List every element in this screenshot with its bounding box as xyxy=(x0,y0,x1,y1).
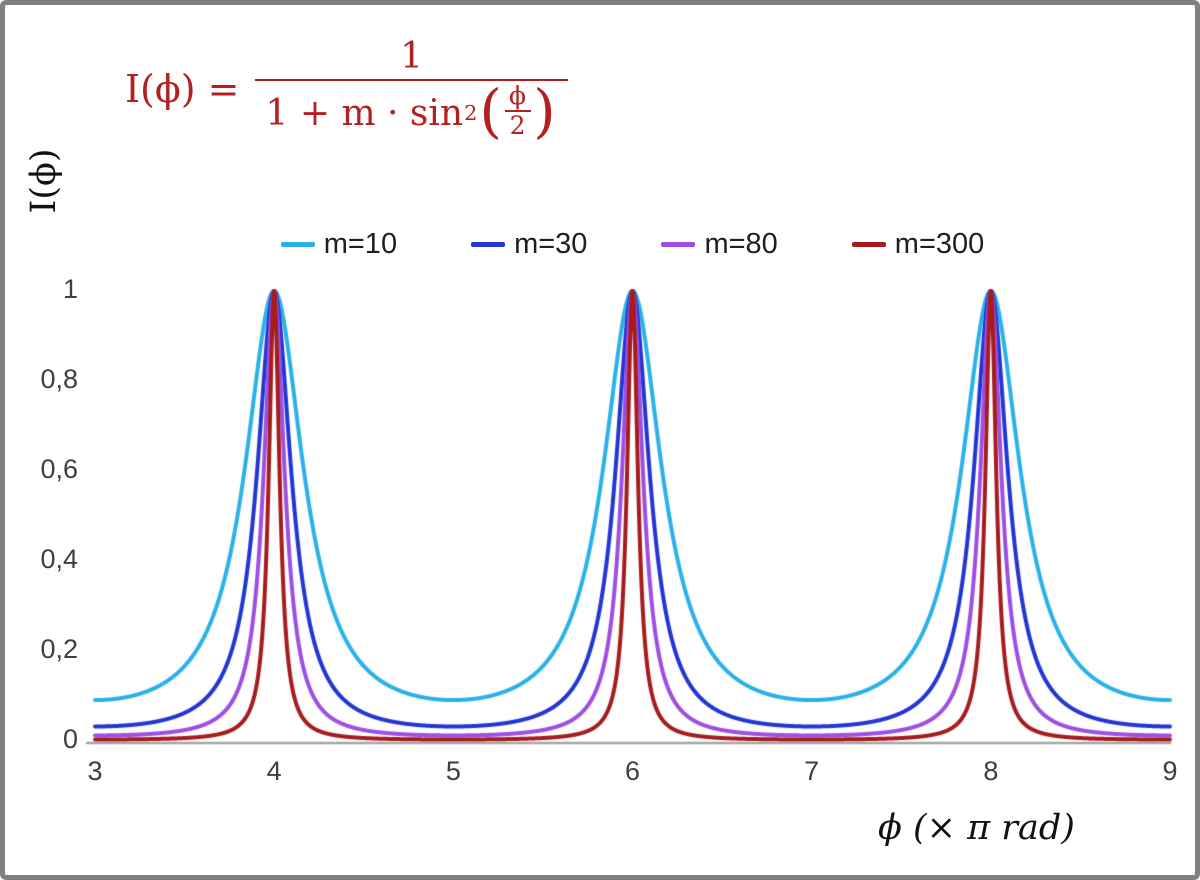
x-tick-label: 6 xyxy=(624,756,641,786)
formula-lhs: I(ϕ) = xyxy=(125,66,240,111)
formula-inner-numerator: ϕ xyxy=(509,81,527,110)
formula-close-paren: ) xyxy=(533,77,556,146)
formula-inner-denominator: 2 xyxy=(504,110,531,139)
legend-item: m=300 xyxy=(851,227,985,261)
x-tick-label: 4 xyxy=(266,756,282,786)
legend-label: m=30 xyxy=(514,227,588,260)
x-tick-label: 8 xyxy=(983,756,999,786)
formula-open-paren: ( xyxy=(479,77,503,146)
legend-label: m=10 xyxy=(323,227,398,260)
legend-item: m=30 xyxy=(471,228,587,261)
legend-swatch xyxy=(280,241,315,247)
formula-numerator: 1 xyxy=(400,36,424,77)
legend-label: m=80 xyxy=(704,227,778,260)
legend: m=10 m=30 m=80 m=300 xyxy=(95,226,1170,262)
x-tick-label: 3 xyxy=(87,756,103,786)
formula-exponent: 2 xyxy=(464,101,478,126)
legend-swatch xyxy=(471,241,506,247)
x-tick-label: 5 xyxy=(445,756,461,786)
x-tick-label: 9 xyxy=(1162,756,1178,786)
y-axis-label: I(ϕ) xyxy=(24,148,64,214)
y-tick-label: 0 xyxy=(62,724,78,754)
y-tick-label: 0,8 xyxy=(40,364,78,394)
x-tick-label: 7 xyxy=(804,756,820,786)
y-tick-label: 0,2 xyxy=(40,634,78,664)
legend-label: m=300 xyxy=(894,227,985,260)
formula-denominator: 1 + m · sin 2 ( ϕ 2 ) xyxy=(255,77,568,146)
formula-inner-fraction: ϕ 2 xyxy=(504,81,531,140)
y-tick-label: 1 xyxy=(62,274,78,304)
legend-swatch xyxy=(851,241,886,247)
formula: I(ϕ) = 1 1 + m · sin 2 ( ϕ 2 ) xyxy=(125,36,568,142)
x-axis-label: ϕ (× π rad) xyxy=(878,808,1075,848)
formula-fraction: 1 1 + m · sin 2 ( ϕ 2 ) xyxy=(255,36,568,146)
formula-denominator-text: 1 + m · sin xyxy=(265,92,464,134)
legend-swatch xyxy=(661,241,696,247)
y-tick-label: 0,6 xyxy=(40,454,78,484)
legend-item: m=10 xyxy=(280,227,398,261)
legend-item: m=80 xyxy=(661,227,778,261)
y-tick-label: 0,4 xyxy=(40,544,78,574)
